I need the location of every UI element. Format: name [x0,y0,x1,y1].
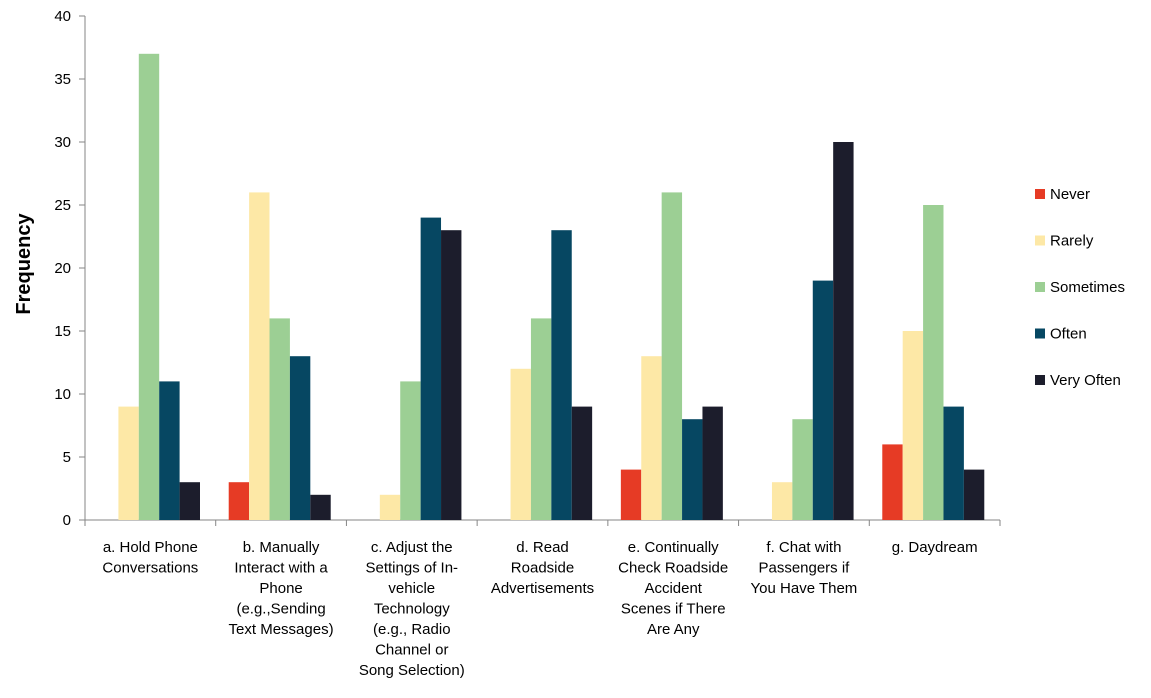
category-label: c. Adjust the Settings of In-vehicle Techn… [359,539,465,679]
legend-swatch [1035,282,1045,292]
category-label-line: Conversations [102,560,198,577]
category-label-line: e. Continually [628,539,719,556]
bar-often [159,381,180,520]
category-label-line: You Have Them [751,580,858,597]
legend-label: Often [1050,326,1087,343]
y-tick-label: 10 [54,386,71,403]
category-label-line: d. Read [516,539,569,556]
category-label-line: Are Any [647,621,700,638]
category-label-line: Roadside [511,560,574,577]
bar-sometimes [138,53,160,521]
bar-very-often [963,469,985,520]
bar-sometimes [400,381,421,520]
bar-never [882,444,903,520]
category-label-line: c. Adjust the [371,539,453,556]
category-label-line: f. Chat with [766,539,841,556]
y-tick-label: 5 [63,449,71,466]
bar-rarely [379,494,401,520]
category-label-line: Channel or [375,642,448,659]
category-label-line: (e.g.,Sending [236,601,325,618]
bar-very-often [833,142,854,520]
bar-rarely [510,368,531,520]
bar-often [289,356,311,520]
category-label-line: Song Selection) [359,662,465,679]
category-label-line: Phone [259,580,302,597]
category-label-line: Passengers if [758,560,850,577]
category-label-line: Advertisements [491,580,594,597]
y-tick-label: 40 [54,8,71,25]
legend-label: Sometimes [1050,279,1125,296]
category-label: d. Read Roadside Advertisements [491,539,594,597]
y-tick-label: 35 [54,71,71,88]
x-axis: a. Hold Phone Conversations b. Manually Int… [84,519,1001,679]
category-label: e. Continually Check Roadside Accident Scen… [618,539,728,638]
bar-rarely [641,356,662,520]
bar-rarely [771,482,793,520]
legend-swatch [1035,328,1045,339]
legend-label: Very Often [1050,372,1121,389]
legend-swatch [1035,375,1045,385]
y-tick-label: 25 [54,197,71,214]
bar-often [420,217,442,520]
category-label-line: Accident [644,580,702,597]
bar-often [812,280,834,520]
bar-very-often [179,482,200,520]
category-label-line: a. Hold Phone [103,539,198,556]
category-label: a. Hold Phone Conversations [102,539,198,577]
bar-very-often [702,406,723,520]
category-label-line: Settings of In- [366,560,459,577]
bar-very-often [310,494,331,520]
bar-very-often [441,230,462,520]
category-label-line: Interact with a [234,560,328,577]
category-label-line: (e.g., Radio [373,621,451,638]
category-label-line: Text Messages) [229,621,334,638]
bar-rarely [249,192,270,520]
legend-swatch [1035,235,1045,246]
legend: Never Rarely Sometimes Often Very Often [1035,186,1125,389]
bar-sometimes [923,205,944,520]
bar-sometimes [792,419,813,520]
y-axis-title: Frequency [13,213,35,315]
y-tick-label: 20 [54,260,71,277]
category-label-line: Scenes if There [621,601,726,618]
bar-rarely [902,331,924,520]
legend-label: Never [1050,186,1090,203]
category-label-line: Technology [374,601,450,618]
bar-very-often [571,406,593,520]
category-label-line: vehicle [388,580,435,597]
bars [118,53,985,521]
y-axis: 0 5 10 15 20 25 30 35 40 [54,8,86,529]
bar-often [943,406,964,520]
category-label-line: b. Manually [243,539,320,556]
legend-swatch [1035,189,1045,199]
bar-often [551,230,572,520]
bar-often [682,419,703,520]
bar-rarely [118,406,139,520]
bar-sometimes [661,192,683,520]
category-label: b. Manually Interact with a Phone (e.g.,Sen… [229,539,334,638]
bar-sometimes [530,318,552,520]
bar-sometimes [269,318,290,520]
category-label: g. Daydream [892,539,978,556]
y-tick-label: 30 [54,134,71,151]
legend-label: Rarely [1050,233,1094,250]
bar-never [228,482,250,520]
category-label-line: g. Daydream [892,539,978,556]
category-label-line: Check Roadside [618,560,728,577]
y-tick-label: 15 [54,323,71,340]
bar-never [620,469,642,520]
y-tick-label: 0 [63,512,71,529]
category-label: f. Chat with Passengers if You Have Them [751,539,858,597]
